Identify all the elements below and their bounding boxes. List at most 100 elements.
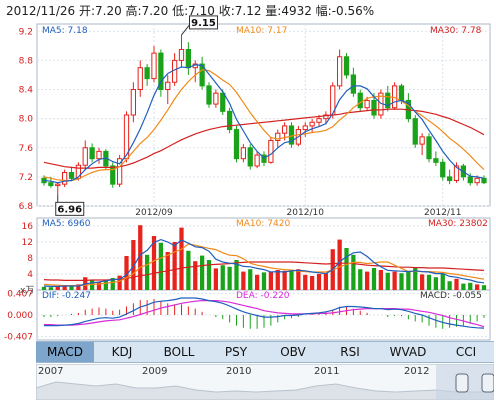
price-tick-label: 7.2 (19, 173, 33, 183)
volume-tick-label: 4 (27, 270, 33, 280)
volume-bar-up (193, 261, 198, 290)
date-tick-label: 2012/09 (135, 208, 173, 218)
price-tick-label: 7.6 (19, 144, 34, 154)
dea-line (44, 300, 485, 328)
price-tick-label: 8.0 (19, 115, 34, 125)
volume-bar-down (234, 260, 239, 290)
candle-down (357, 92, 363, 109)
timeline-navigator[interactable] (36, 364, 494, 400)
candle-up (254, 154, 260, 167)
volume-bar-up (474, 284, 480, 290)
volume-bar-up (316, 274, 322, 290)
candle-down (350, 74, 357, 94)
price-ma10-line (43, 69, 485, 182)
volume-bar-up (296, 269, 301, 290)
grid-lines (37, 24, 490, 338)
tab-boll[interactable]: BOLL (163, 345, 195, 359)
volume-bar-down (41, 286, 47, 290)
macd-legend: MACD: -0.055 (420, 291, 482, 301)
kline-ma30-legend: MA30: 7.78 (430, 26, 482, 36)
volume-bar-down (385, 272, 390, 290)
volume-bar-down (69, 286, 74, 290)
candle-down (343, 56, 350, 76)
kline-ma10-legend: MA10: 7.17 (236, 26, 288, 36)
volume-bar-up (268, 271, 274, 290)
candle-down (481, 177, 487, 184)
tab-macd[interactable]: MACD (36, 342, 94, 362)
candle-up (275, 132, 281, 141)
candle-up (178, 48, 185, 61)
volume-bar-down (371, 268, 377, 290)
volume-bar-up (241, 271, 246, 290)
navigator-handle-right[interactable] (481, 373, 494, 393)
timeline-year-2007: 2007 (38, 366, 64, 377)
date-tick-label: 2012/10 (287, 208, 325, 218)
candle-down (226, 110, 233, 131)
date-tick-label: 2012/11 (424, 208, 461, 218)
candle-down (158, 52, 164, 91)
volume-bar-up (172, 242, 177, 290)
tab-obv[interactable]: OBV (280, 345, 306, 359)
price-tick-label: 6.8 (19, 202, 34, 212)
macd-tick-label: -0.407 (4, 333, 33, 343)
volume-bar-down (413, 267, 418, 290)
vol-ma10-legend: MA10: 7420 (236, 219, 291, 229)
axis-labels: 6.8 7.2 7.6 8.0 8.4 8.8 9.2 2012/09 2012/10 2012/… (4, 15, 461, 343)
timeline-year-2012: 2012 (404, 366, 430, 377)
volume-bar-up (131, 240, 136, 290)
candle-up (453, 165, 460, 182)
price-tick-label: 8.8 (19, 56, 34, 66)
low-callout-box (55, 201, 85, 216)
volume-tick-label: 8 (27, 254, 33, 264)
kline-ma5-legend: MA5: 7.18 (42, 26, 88, 36)
volume-bar-up (323, 273, 329, 290)
candle-down (433, 158, 439, 163)
volume-bar-down (406, 270, 411, 290)
tab-cci[interactable]: CCI (455, 345, 477, 359)
macd-tick-label: 0.407 (7, 289, 33, 299)
candle-up (364, 99, 370, 109)
price-tick-label: 9.2 (19, 27, 33, 37)
indicator-tabs: MACD KDJ BOLL PSY OBV RSI WVAD CCI (36, 341, 494, 363)
dea-legend: DEA: -0.220 (236, 291, 290, 301)
navigator-handle-left[interactable] (455, 373, 469, 393)
candle-up (116, 158, 123, 185)
volume-bar-up (96, 282, 102, 290)
volume-bar-up (117, 275, 122, 290)
candle-down (467, 176, 473, 184)
tab-kdj[interactable]: KDJ (111, 345, 133, 359)
candle-down (199, 63, 205, 87)
candle-up (268, 139, 274, 163)
volume-bar-up (254, 274, 260, 290)
volume-bar-up (419, 274, 425, 290)
candle-down (233, 129, 240, 160)
volume-bar-up (282, 270, 287, 290)
candle-down (440, 161, 446, 178)
tab-rsi[interactable]: RSI (340, 345, 360, 359)
tab-psy[interactable]: PSY (224, 345, 248, 359)
volume-ma5-line (43, 238, 485, 287)
volume-bar-up (138, 225, 143, 290)
quote-header: 2012/11/26 开:7.20 高:7.20 低:7.10 收:7.12 量… (6, 4, 375, 18)
volume-bar-down (227, 266, 232, 290)
volume-bar-down (110, 278, 115, 290)
candle-down (385, 92, 391, 109)
candle-down (288, 125, 295, 145)
candle-down (48, 182, 54, 187)
high-callout-box (189, 15, 218, 30)
volume-bar-down (461, 283, 466, 290)
timeline-year-2009: 2009 (142, 366, 168, 377)
indicator-lines (43, 64, 485, 329)
tab-wvad[interactable]: WVAD (389, 345, 427, 359)
volume-bar-up (309, 276, 315, 290)
candle-up (323, 114, 329, 120)
volume-tick-label: 16 (22, 222, 34, 232)
volume-bar-down (481, 285, 487, 290)
volume-bar-down (186, 250, 191, 290)
candle-up (151, 52, 157, 80)
volume-bar-up (213, 268, 219, 290)
volume-bar-down (158, 242, 164, 290)
volume-bar-down (89, 280, 95, 290)
candle-up (281, 125, 288, 134)
high-callout-label: 9.15 (191, 18, 216, 29)
